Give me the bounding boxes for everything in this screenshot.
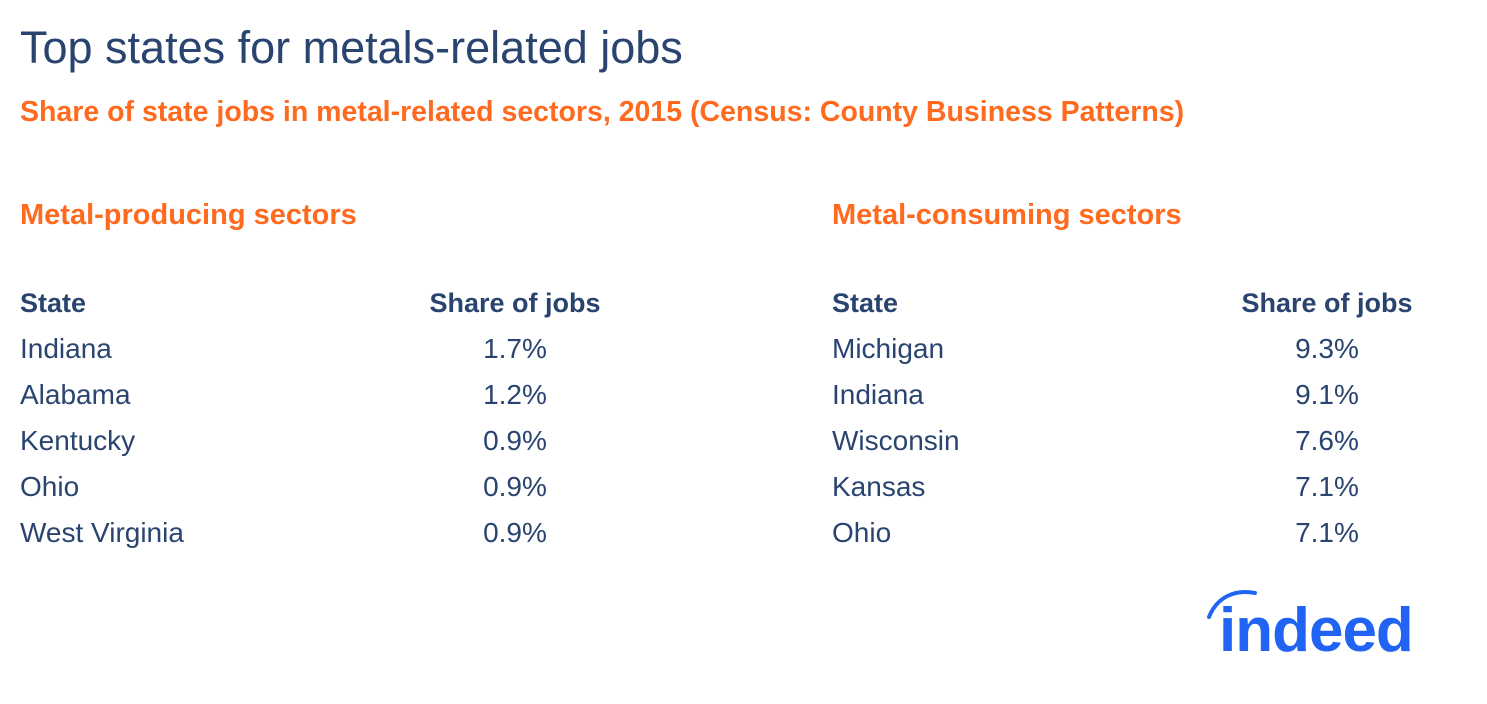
share-cell: 0.9% <box>483 517 547 548</box>
column-header-share: Share of jobs <box>1241 288 1413 318</box>
share-cell: 1.7% <box>483 333 547 364</box>
logo-text: indeed <box>1219 596 1413 660</box>
table-row: Ohio 7.1% <box>832 510 1432 556</box>
state-cell: Indiana <box>832 379 924 410</box>
state-cell: Ohio <box>20 471 80 502</box>
share-cell: 0.9% <box>483 471 547 502</box>
share-cell: 1.2% <box>483 379 547 410</box>
indeed-logo: indeed <box>1205 585 1437 665</box>
state-cell: Kentucky <box>20 425 136 456</box>
table-row: Alabama 1.2% <box>20 372 620 418</box>
table-row: Indiana 9.1% <box>832 372 1432 418</box>
table-row: Kansas 7.1% <box>832 464 1432 510</box>
metal-producing-section: Metal-producing sectors State Share of j… <box>20 196 640 548</box>
table-row: Ohio 0.9% <box>20 464 620 510</box>
share-cell: 9.1% <box>1295 379 1359 410</box>
state-cell: Wisconsin <box>832 425 960 456</box>
column-header-share: Share of jobs <box>429 288 601 318</box>
metal-producing-table: State Share of jobs Indiana 1.7% Alabama 1.… <box>20 280 620 556</box>
state-cell: Ohio <box>832 517 892 548</box>
table-row: Michigan 9.3% <box>832 326 1432 372</box>
state-cell: West Virginia <box>20 517 184 548</box>
column-header-state: State <box>832 288 899 318</box>
state-cell: Indiana <box>20 333 112 364</box>
metal-consuming-table: State Share of jobs Michigan 9.3% Indiana 9… <box>832 280 1432 556</box>
table-row: Indiana 1.7% <box>20 326 620 372</box>
state-cell: Alabama <box>20 379 131 410</box>
table-header-row: State Share of jobs <box>832 280 1432 326</box>
state-cell: Michigan <box>832 333 945 364</box>
section-title: Metal-consuming sectors <box>832 199 1182 231</box>
share-cell: 0.9% <box>483 425 547 456</box>
table-header-row: State Share of jobs <box>20 280 620 326</box>
share-cell: 7.6% <box>1295 425 1359 456</box>
state-cell: Kansas <box>832 471 926 502</box>
column-header-state: State <box>20 288 87 318</box>
table-row: Wisconsin 7.6% <box>832 418 1432 464</box>
metal-consuming-section: Metal-consuming sectors State Share of j… <box>832 196 1452 548</box>
page-title: Top states for metals-related jobs <box>20 22 683 73</box>
indeed-logo-mark: indeed <box>1207 590 1414 665</box>
section-title: Metal-producing sectors <box>20 199 357 231</box>
share-cell: 7.1% <box>1295 517 1359 548</box>
table-row: Kentucky 0.9% <box>20 418 620 464</box>
table-row: West Virginia 0.9% <box>20 510 620 556</box>
share-cell: 9.3% <box>1295 333 1359 364</box>
page-subtitle: Share of state jobs in metal-related sec… <box>20 96 1185 128</box>
share-cell: 7.1% <box>1295 471 1359 502</box>
